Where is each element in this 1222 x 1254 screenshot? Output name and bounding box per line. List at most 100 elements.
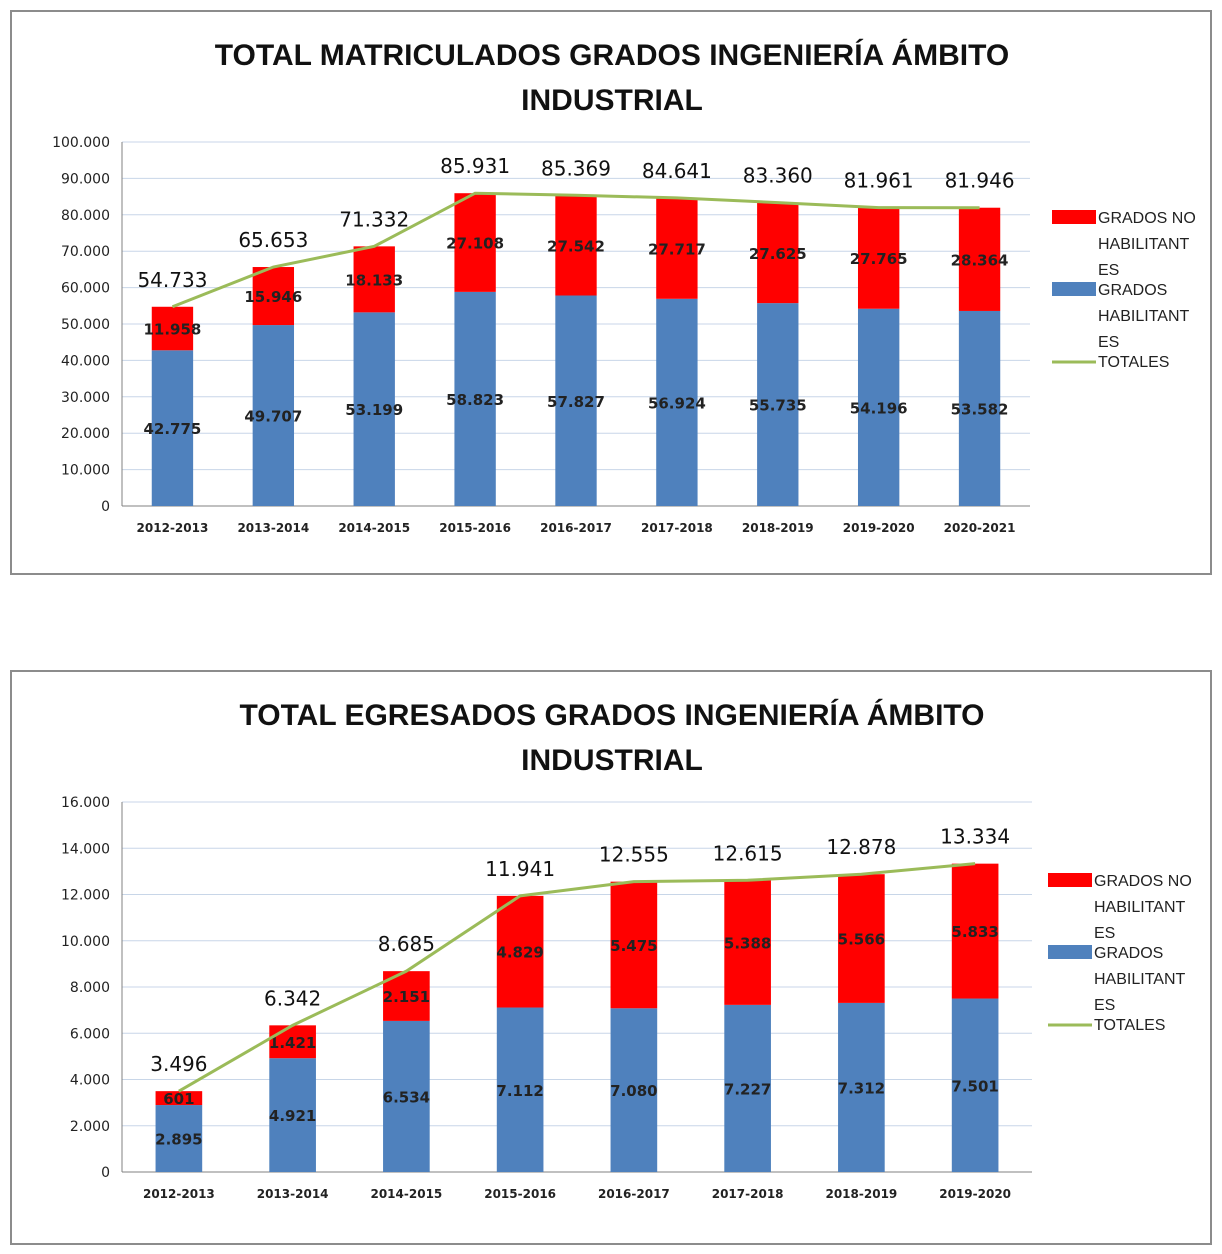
- bar-no-habilitantes: [353, 246, 395, 313]
- total-label: 54.733: [137, 268, 207, 292]
- legend-label-totales: TOTALES: [1098, 354, 1169, 371]
- legend-label-no-habilitantes: ES: [1098, 262, 1119, 279]
- legend-label-habilitantes: GRADOS: [1098, 282, 1167, 299]
- data-label-habilitantes: 42.775: [143, 420, 201, 438]
- data-label-no-habilitantes: 4.829: [496, 944, 543, 962]
- y-tick-label: 10.000: [61, 463, 110, 479]
- total-label: 83.360: [743, 164, 813, 188]
- bar-habilitantes: [151, 350, 194, 506]
- totales-line: [171, 191, 980, 309]
- data-label-habilitantes: 4.921: [269, 1107, 316, 1125]
- legend-swatch-habilitantes: [1048, 945, 1092, 959]
- data-label-habilitantes: 6.534: [383, 1088, 430, 1106]
- y-tick-label: 100.000: [52, 135, 110, 151]
- data-label-no-habilitantes: 11.958: [143, 321, 201, 339]
- data-label-habilitantes: 56.924: [648, 394, 706, 412]
- x-tick-label: 2019-2020: [939, 1187, 1011, 1201]
- total-label: 13.334: [940, 825, 1010, 849]
- data-label-habilitantes: 7.112: [496, 1082, 543, 1100]
- data-label-habilitantes: 57.827: [547, 393, 605, 411]
- total-label: 8.685: [378, 932, 435, 956]
- data-label-habilitantes: 7.312: [838, 1079, 885, 1097]
- matriculados-chart-panel: TOTAL MATRICULADOS GRADOS INGENIERÍA ÁMB…: [10, 10, 1212, 575]
- x-tick-label: 2016-2017: [598, 1187, 670, 1201]
- total-label: 85.931: [440, 154, 510, 178]
- legend-swatch-no-habilitantes: [1048, 873, 1092, 887]
- bar-habilitantes: [951, 998, 999, 1172]
- x-tick-label: 2020-2021: [944, 521, 1016, 535]
- bar-habilitantes: [383, 1020, 430, 1172]
- bar-habilitantes: [958, 310, 1001, 506]
- legend-label-no-habilitantes: HABILITANT: [1094, 899, 1186, 916]
- bar-no-habilitantes: [838, 874, 885, 1003]
- legend-label-habilitantes: HABILITANT: [1098, 308, 1190, 325]
- data-label-no-habilitantes: 28.364: [951, 251, 1009, 269]
- bar-habilitantes: [353, 312, 395, 506]
- y-tick-label: 6.000: [70, 1026, 110, 1042]
- legend-label-habilitantes: ES: [1094, 997, 1115, 1014]
- x-tick-label: 2013-2014: [237, 521, 309, 535]
- y-tick-label: 30.000: [61, 390, 110, 406]
- data-label-no-habilitantes: 5.475: [610, 937, 657, 955]
- data-label-habilitantes: 55.735: [749, 397, 807, 415]
- data-label-habilitantes: 7.501: [951, 1077, 998, 1095]
- bar-no-habilitantes: [958, 207, 1001, 311]
- bar-no-habilitantes: [857, 207, 900, 309]
- total-label: 81.946: [945, 169, 1015, 193]
- bar-habilitantes: [555, 295, 597, 506]
- x-tick-label: 2017-2018: [712, 1187, 784, 1201]
- y-tick-label: 2.000: [70, 1119, 110, 1135]
- data-label-no-habilitantes: 27.542: [547, 237, 605, 255]
- bar-no-habilitantes: [454, 193, 496, 292]
- total-label: 12.615: [713, 841, 783, 865]
- bar-no-habilitantes: [724, 880, 771, 1005]
- matriculados-chart: TOTAL MATRICULADOS GRADOS INGENIERÍA ÁMB…: [52, 38, 1196, 535]
- data-label-habilitantes: 58.823: [446, 391, 504, 409]
- data-label-no-habilitantes: 2.151: [383, 988, 430, 1006]
- egresados-chart-panel: TOTAL EGRESADOS GRADOS INGENIERÍA ÁMBITO…: [10, 670, 1212, 1245]
- data-label-habilitantes: 54.196: [850, 399, 908, 417]
- legend-label-totales: TOTALES: [1094, 1017, 1165, 1034]
- bar-habilitantes: [155, 1105, 203, 1172]
- data-label-no-habilitantes: 5.388: [724, 935, 771, 953]
- bar-habilitantes: [857, 308, 900, 506]
- egresados-chart: TOTAL EGRESADOS GRADOS INGENIERÍA ÁMBITO…: [61, 698, 1192, 1201]
- x-tick-label: 2018-2019: [742, 521, 814, 535]
- bar-no-habilitantes: [155, 1091, 203, 1106]
- data-label-no-habilitantes: 1.421: [269, 1034, 316, 1052]
- bar-habilitantes: [454, 291, 496, 506]
- bar-habilitantes: [252, 325, 295, 506]
- y-tick-label: 70.000: [61, 244, 110, 260]
- chart-title-line-1: TOTAL MATRICULADOS GRADOS INGENIERÍA ÁMB…: [215, 38, 1009, 72]
- data-label-no-habilitantes: 18.133: [345, 271, 403, 289]
- bar-habilitantes: [724, 1004, 771, 1172]
- legend-label-habilitantes: HABILITANT: [1094, 971, 1186, 988]
- x-tick-label: 2012-2013: [143, 1187, 215, 1201]
- data-label-no-habilitantes: 5.566: [838, 931, 885, 949]
- data-label-habilitantes: 7.227: [724, 1080, 771, 1098]
- chart-title-line-2: INDUSTRIAL: [521, 744, 703, 777]
- bar-no-habilitantes: [151, 306, 194, 351]
- y-tick-label: 50.000: [61, 317, 110, 333]
- x-tick-label: 2016-2017: [540, 521, 612, 535]
- data-label-no-habilitantes: 27.108: [446, 235, 504, 253]
- bar-no-habilitantes: [496, 895, 544, 1008]
- legend-swatch-habilitantes: [1052, 282, 1096, 296]
- bar-habilitantes: [496, 1007, 544, 1172]
- bar-no-habilitantes: [656, 197, 698, 299]
- total-label: 65.653: [238, 228, 308, 252]
- bar-no-habilitantes: [610, 881, 658, 1009]
- data-label-habilitantes: 53.582: [951, 400, 1009, 418]
- y-tick-label: 8.000: [70, 980, 110, 996]
- totales-line: [178, 862, 976, 1093]
- bar-no-habilitantes: [555, 195, 597, 296]
- legend-label-habilitantes: ES: [1098, 334, 1119, 351]
- bar-habilitantes: [656, 298, 698, 506]
- total-label: 81.961: [844, 169, 914, 193]
- legend-label-no-habilitantes: GRADOS NO: [1098, 210, 1196, 227]
- total-label: 11.941: [485, 857, 555, 881]
- bar-no-habilitantes: [269, 1025, 316, 1059]
- bar-habilitantes: [757, 303, 799, 506]
- data-label-habilitantes: 53.199: [345, 401, 403, 419]
- legend-swatch-no-habilitantes: [1052, 210, 1096, 224]
